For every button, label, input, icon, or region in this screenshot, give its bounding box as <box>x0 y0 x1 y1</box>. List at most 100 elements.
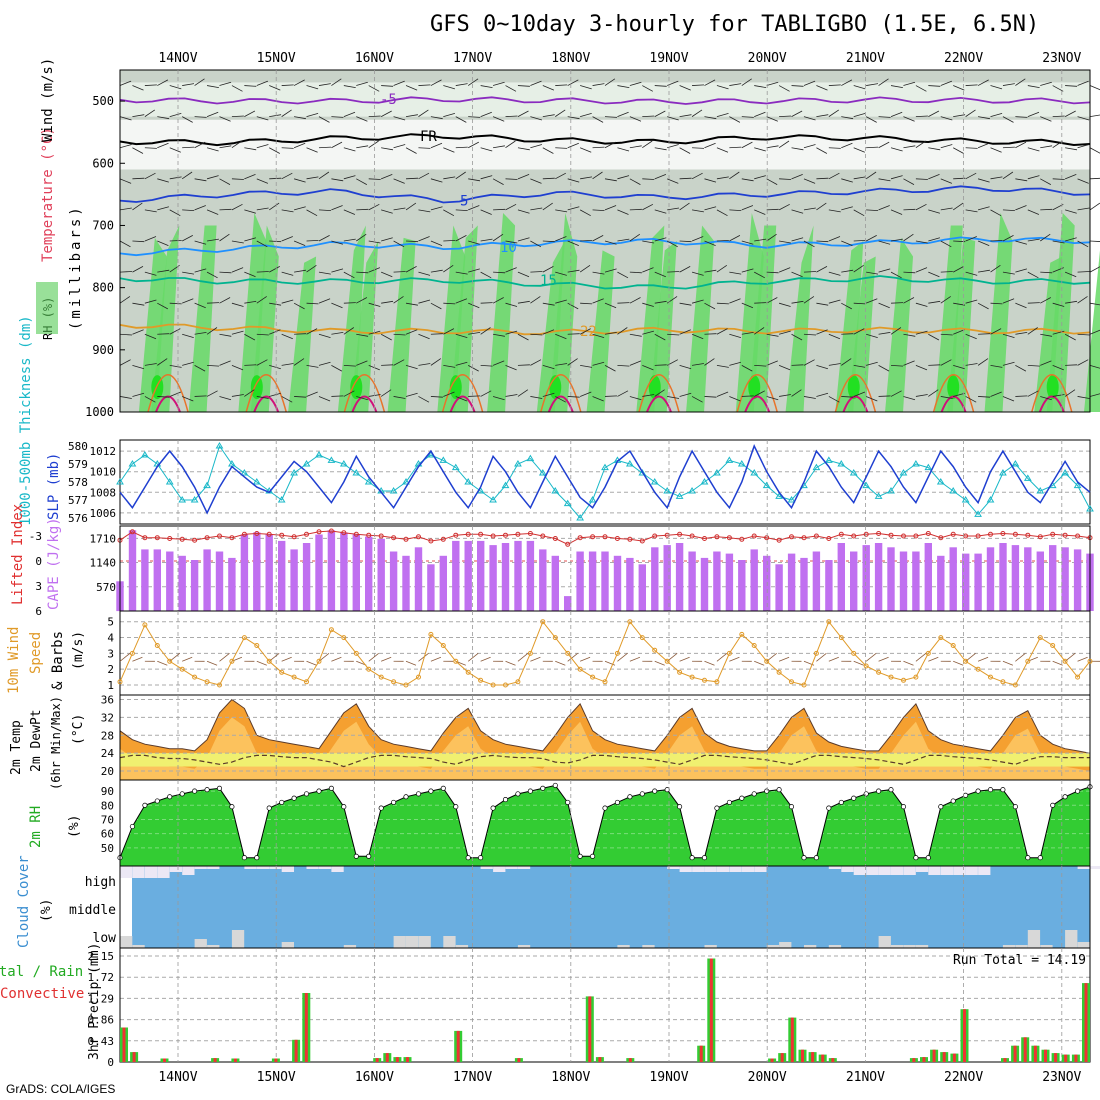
wind-barb <box>617 364 630 367</box>
wind-barb <box>542 364 555 370</box>
wind-barb <box>642 115 655 118</box>
wind-barb <box>816 85 828 91</box>
wind-barb <box>356 297 368 304</box>
rh-tick: 70 <box>101 813 114 826</box>
wind-barb <box>977 656 989 662</box>
wind-barb <box>169 113 182 118</box>
wind-barb <box>119 271 133 273</box>
wind-barb <box>692 84 705 86</box>
wind-barb <box>903 178 915 185</box>
wind-barb <box>467 652 479 662</box>
wind-barb <box>915 267 928 273</box>
wind-barb <box>331 240 344 245</box>
wind-barb <box>318 235 330 242</box>
cape-bar <box>787 553 796 611</box>
wind-barb <box>1015 178 1028 182</box>
wind-barb <box>704 79 716 86</box>
rh-point <box>987 787 994 793</box>
cape-bar <box>937 555 945 612</box>
wind-barb <box>294 396 307 398</box>
wind-barb <box>841 396 854 398</box>
wind-barb <box>990 176 1003 180</box>
precip-convective-bar <box>952 1053 956 1062</box>
wind-barb <box>542 177 555 180</box>
wind-barb <box>244 209 257 214</box>
rh-point <box>1000 787 1006 793</box>
wind-barb <box>467 78 479 86</box>
wind-barb <box>169 147 181 153</box>
lifted-index-point <box>988 531 993 537</box>
wind-barb <box>542 302 555 306</box>
wind-barb <box>505 330 518 335</box>
wind-barb <box>231 240 244 244</box>
wind-barb <box>281 172 293 180</box>
wind-barb <box>741 332 754 335</box>
saturated-cell <box>748 375 761 400</box>
cape-bar <box>526 540 535 611</box>
wind-barb <box>704 396 717 398</box>
wind-barb <box>841 302 852 310</box>
wind-barb <box>754 111 766 118</box>
wind-barb <box>580 85 592 90</box>
precip-convective-bar <box>790 1017 794 1062</box>
lifted-index-point <box>391 535 397 541</box>
rh-point <box>478 855 484 861</box>
wind-barb <box>418 209 431 213</box>
wind-barb <box>878 656 889 662</box>
wind-barb <box>1002 333 1015 338</box>
wind-barb <box>182 396 194 402</box>
low-cloud-bar <box>343 945 357 948</box>
wind-barb <box>990 264 1001 273</box>
wind-barb <box>1065 85 1078 87</box>
wind-barb <box>741 178 754 182</box>
wind-barb <box>517 209 530 214</box>
cape-bar <box>800 557 808 611</box>
wind-barb <box>654 300 667 304</box>
precip-convective-bar <box>1074 1054 1078 1062</box>
wind-barb <box>331 332 344 335</box>
cape-bar <box>899 551 908 611</box>
wind-barb <box>704 358 715 366</box>
wind-barb <box>828 299 841 304</box>
cape-bar <box>862 545 870 611</box>
rh-point <box>913 855 919 861</box>
rh-point <box>1062 794 1068 800</box>
thickness-point <box>327 456 336 463</box>
wind-speed-point <box>888 674 894 680</box>
wind-barb <box>281 147 294 149</box>
rh-point <box>590 853 596 859</box>
wind-barb <box>144 299 157 304</box>
wind-barb <box>779 115 792 118</box>
wind-barb <box>269 364 281 370</box>
wind-barb <box>356 145 369 149</box>
wind-barb <box>244 174 256 180</box>
wind-barb <box>194 205 206 211</box>
high-cloud-bar <box>903 866 916 875</box>
wind-barb <box>480 390 492 397</box>
wind-barb <box>132 329 144 335</box>
wind-barb <box>381 209 393 214</box>
wind-barb <box>990 240 1003 242</box>
wind-speed-point <box>826 619 832 625</box>
wind-barb <box>318 209 332 211</box>
thickness-point <box>1023 474 1032 481</box>
wind-barb <box>915 394 928 397</box>
wind-barb <box>1015 141 1027 149</box>
wind-barb <box>555 172 566 180</box>
lifted-index-point <box>851 533 857 539</box>
wind-barb <box>741 141 753 149</box>
wind-barb <box>841 333 854 335</box>
minmax-label: (6hr Min/Max) <box>49 696 63 790</box>
wind-barb <box>181 116 193 123</box>
lifted-index-point <box>565 541 571 547</box>
wind-barb <box>530 296 541 304</box>
low-cloud-bar <box>915 945 929 948</box>
rh-point <box>254 855 260 861</box>
wind-barb <box>1027 175 1040 180</box>
high-cloud-bar <box>704 866 717 872</box>
cape-tick: 1710 <box>90 532 117 545</box>
wind-barb <box>356 396 368 401</box>
lifted-index-point <box>266 531 272 537</box>
wind-barb <box>542 202 553 211</box>
low-cloud-bar <box>891 945 904 948</box>
